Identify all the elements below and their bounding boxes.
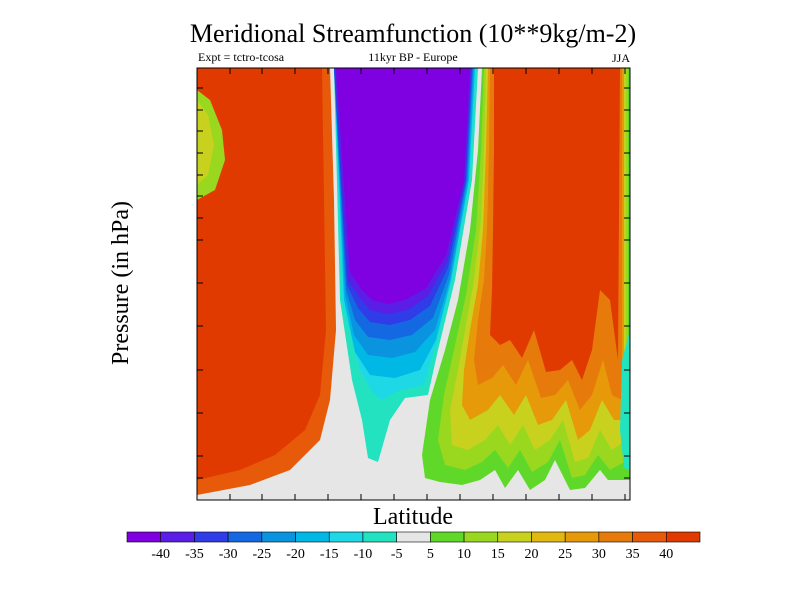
colorbar-swatch (665, 531, 701, 543)
colorbar-swatch (295, 531, 330, 543)
colorbar-label: 40 (659, 547, 673, 562)
colorbar-swatch (227, 531, 263, 543)
colorbar-swatch (261, 531, 296, 543)
colorbar-label: 25 (558, 547, 572, 562)
colorbar-label: -15 (320, 547, 339, 562)
tick-marks (197, 68, 630, 500)
colorbar-label: 10 (457, 547, 471, 562)
colorbar-swatch (598, 531, 633, 543)
right-core (490, 68, 620, 380)
colorbar-swatch (463, 531, 499, 543)
right-edge-cyan (620, 330, 630, 470)
subtitle-center: 11kyr BP - Europe (368, 50, 457, 64)
plot-border (196, 67, 631, 501)
left-cell-core (197, 68, 326, 480)
chart-title: Meridional Streamfunction (10**9kg/m-2) (190, 19, 636, 48)
colorbar-label: 35 (626, 547, 640, 562)
colorbar-label: -5 (391, 547, 403, 562)
colorbar: -40 -35 -30 -25 -20 -15 -10 -5 5 10 15 20 25 30 35 40 (126, 531, 701, 562)
center-core (336, 68, 470, 304)
colorbar-swatch (396, 531, 431, 543)
colorbar-label: -10 (354, 547, 373, 562)
colorbar-label: 15 (491, 547, 505, 562)
y-axis-label: Pressure (in hPa) (108, 201, 134, 365)
x-axis-label: Latitude (373, 504, 453, 530)
left-yellow-patch (197, 100, 214, 185)
colorbar-swatch (328, 531, 364, 543)
colorbar-label: 30 (592, 547, 606, 562)
colorbar-label: -25 (252, 547, 271, 562)
colorbar-label: 5 (427, 547, 434, 562)
colorbar-label: 20 (524, 547, 538, 562)
colorbar-swatch (160, 531, 195, 543)
plot-area (197, 68, 630, 500)
plot-frame (196, 67, 631, 501)
colorbar-label: -35 (185, 547, 204, 562)
colorbar-label: -40 (151, 547, 170, 562)
subtitle-left: Expt = tctro-tcosa (198, 50, 285, 64)
colorbar-swatch (564, 531, 600, 543)
colorbar-swatch (531, 531, 566, 543)
colorbar-label: -20 (286, 547, 305, 562)
colorbar-swatch (497, 531, 532, 543)
colorbar-swatch (194, 531, 229, 543)
colorbar-swatch (362, 531, 397, 543)
colorbar-label: -30 (219, 547, 238, 562)
colorbar-swatch (632, 531, 667, 543)
colorbar-swatch (430, 531, 465, 543)
colorbar-swatch (126, 531, 162, 543)
subtitle-right: JJA (612, 51, 630, 65)
